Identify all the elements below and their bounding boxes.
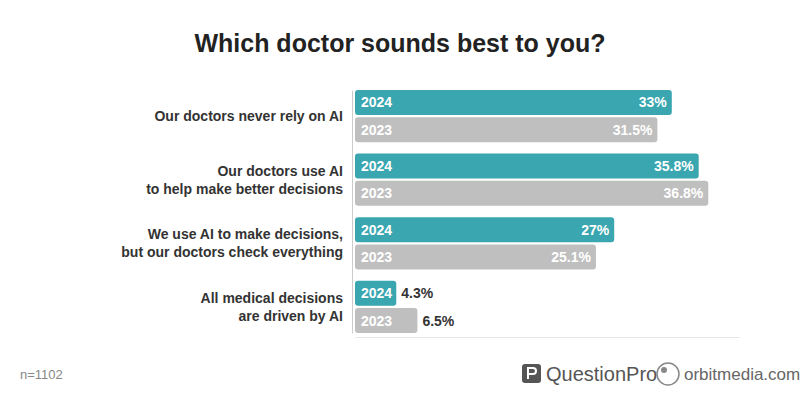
data-label: 36.8% xyxy=(664,185,704,201)
y-tick-label: We use AI to make decisions,but our doct… xyxy=(121,226,343,260)
source: QuestionPro xyxy=(546,363,657,385)
data-label: 25.1% xyxy=(551,249,591,265)
y-tick: All medical decisionsare driven by AI xyxy=(201,290,344,324)
x-axis xyxy=(356,337,740,338)
y-axis: Our doctors never rely on AI Our doctors … xyxy=(121,91,352,334)
y-tick-label: Our doctors use AIto help make better de… xyxy=(146,163,343,197)
data-label: 35.8% xyxy=(654,158,694,174)
source: orbitmedia.com xyxy=(684,365,800,384)
logo-glyph xyxy=(528,368,536,379)
title: Which doctor sounds best to you? xyxy=(194,29,605,57)
series-label: 2024 xyxy=(361,94,392,110)
bar xyxy=(355,181,708,206)
bar xyxy=(355,117,657,142)
y-tick-label: All medical decisionsare driven by AI xyxy=(201,290,344,324)
series-label: 2023 xyxy=(361,313,392,329)
y-tick-label: Our doctors never rely on AI xyxy=(154,108,343,124)
series-label: 2023 xyxy=(361,249,392,265)
footer: n=1102 QuestionPro orbitmedia.com xyxy=(20,363,800,385)
bar xyxy=(355,244,596,269)
chart: Which doctor sounds best to you? Our doct… xyxy=(0,0,800,400)
data-label: 4.3% xyxy=(401,285,433,301)
series-label: 2024 xyxy=(361,158,392,174)
bar xyxy=(355,281,396,306)
logo-icon xyxy=(661,367,667,373)
x-axis-line xyxy=(356,337,740,338)
series-label: 2024 xyxy=(361,285,392,301)
bar xyxy=(355,217,614,242)
y-tick: Our doctors never rely on AI xyxy=(154,108,343,124)
y-tick: We use AI to make decisions,but our doct… xyxy=(121,226,343,260)
note: n=1102 xyxy=(20,367,63,382)
logo-icon xyxy=(522,364,541,383)
bar xyxy=(355,154,699,179)
y-tick: Our doctors use AIto help make better de… xyxy=(146,163,343,197)
data-label: 31.5% xyxy=(613,122,653,138)
data-label: 27% xyxy=(581,222,610,238)
series-label: 2023 xyxy=(361,122,392,138)
bar xyxy=(355,308,417,333)
series-label: 2024 xyxy=(361,222,392,238)
logo-icon xyxy=(657,363,679,385)
data-label: 33% xyxy=(639,94,668,110)
data-label: 6.5% xyxy=(422,313,454,329)
labels: 2024 33% 2024 35.8% 2024 27% 2024 4.3% 2023 31.5%… xyxy=(361,94,704,328)
bars xyxy=(355,90,708,333)
bar xyxy=(355,90,672,115)
y-axis-line xyxy=(352,91,353,334)
series-label: 2023 xyxy=(361,185,392,201)
